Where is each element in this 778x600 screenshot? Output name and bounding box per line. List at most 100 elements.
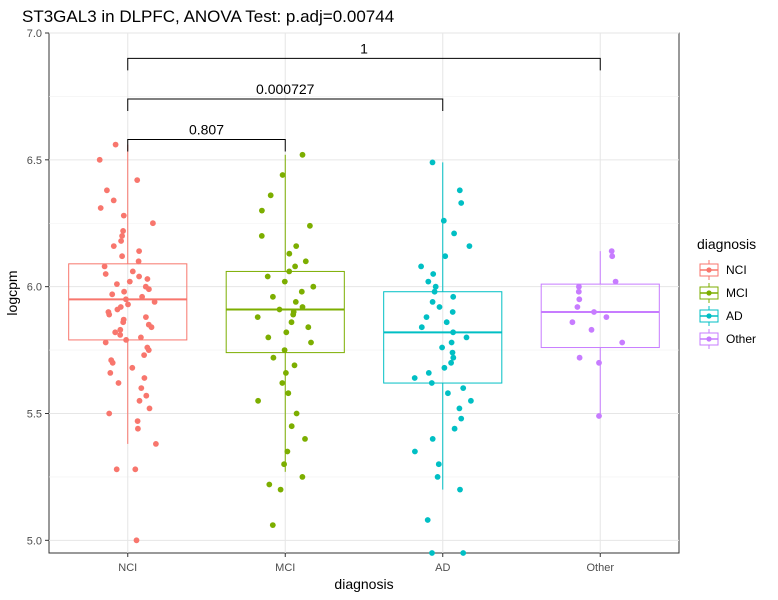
data-point-mci	[308, 339, 314, 346]
data-point-ad	[429, 159, 436, 166]
data-point-nci	[119, 233, 125, 239]
box-ad	[383, 291, 503, 384]
data-point-mci	[310, 283, 317, 290]
comparison-bracket	[127, 98, 444, 111]
data-point-nci	[125, 301, 131, 308]
comparison-bracket	[127, 139, 286, 152]
data-point-other	[588, 326, 595, 333]
data-point-ad	[441, 364, 448, 371]
data-point-nci	[136, 248, 143, 255]
data-point-mci	[302, 258, 309, 265]
y-tick-label: 6.5	[27, 155, 42, 167]
data-point-nci	[112, 141, 119, 148]
legend-key-point	[706, 290, 712, 296]
data-point-ad	[445, 390, 451, 397]
data-point-ad	[425, 370, 432, 376]
data-point-other	[619, 339, 626, 346]
data-point-nci	[146, 405, 153, 412]
data-point-ad	[448, 339, 455, 346]
comparison-brackets: 0.807 0.000727 1	[127, 40, 601, 152]
data-point-nci	[141, 375, 148, 381]
data-point-ad	[429, 550, 435, 556]
data-point-nci	[102, 271, 109, 277]
data-point-ad	[423, 314, 430, 320]
data-point-ad	[435, 461, 442, 468]
data-point-mci	[259, 207, 265, 214]
legend-label-ad: AD	[726, 309, 743, 323]
grid-lines	[49, 32, 679, 553]
data-point-nci	[120, 316, 127, 323]
data-point-mci	[291, 362, 298, 369]
data-point-ad	[451, 425, 458, 432]
data-point-nci	[126, 278, 133, 285]
data-point-mci	[302, 436, 308, 442]
data-point-ad	[458, 415, 465, 422]
data-point-ad	[429, 299, 436, 305]
comparison-pvalue: 0.807	[189, 122, 224, 138]
legend-key-point	[706, 336, 712, 342]
data-point-mci	[288, 423, 295, 430]
data-point-nci	[115, 380, 122, 386]
data-point-nci	[143, 392, 150, 399]
data-point-nci	[141, 352, 148, 358]
data-point-ad	[458, 200, 465, 206]
data-point-mci	[255, 397, 261, 404]
data-point-nci	[97, 205, 104, 211]
data-point-nci	[143, 314, 149, 320]
legend: diagnosis NCI MCI AD Other	[697, 236, 756, 350]
data-point-mci	[258, 233, 265, 239]
data-point-mci	[293, 410, 300, 417]
data-point-mci	[299, 474, 306, 480]
data-point-nci	[107, 370, 114, 376]
data-point-ad	[463, 334, 470, 341]
data-point-nci	[113, 466, 120, 473]
data-point-nci	[142, 283, 149, 290]
data-point-mci	[281, 461, 287, 468]
box-other	[540, 283, 660, 349]
data-point-nci	[105, 309, 112, 315]
data-point-ad	[460, 385, 467, 391]
data-point-mci	[299, 151, 306, 158]
data-point-nci	[109, 291, 116, 298]
data-point-nci	[101, 263, 108, 270]
data-point-mci	[283, 370, 289, 376]
data-point-nci	[117, 326, 124, 333]
data-point-ad	[460, 550, 467, 556]
data-point-mci	[254, 314, 261, 320]
legend-label-mci: MCI	[726, 286, 748, 300]
data-point-nci	[106, 410, 113, 417]
data-point-ad	[448, 359, 454, 366]
data-point-ad	[450, 293, 457, 300]
data-point-nci	[129, 268, 136, 275]
data-point-other	[569, 319, 576, 326]
data-point-mci	[288, 319, 295, 326]
y-tick-label: 5.0	[27, 535, 42, 547]
data-point-other	[608, 248, 615, 255]
x-tick-label: NCI	[118, 562, 137, 574]
data-point-mci	[264, 273, 271, 280]
y-tick-label: 5.5	[27, 408, 42, 420]
data-point-ad	[457, 486, 463, 493]
data-point-nci	[133, 537, 140, 544]
data-point-nci	[108, 357, 115, 364]
data-point-ad	[450, 329, 456, 336]
data-point-mci	[285, 390, 292, 397]
data-point-mci	[276, 306, 283, 313]
data-point-ad	[434, 474, 441, 480]
data-point-nci	[123, 337, 129, 343]
data-point-mci	[292, 299, 299, 305]
data-point-nci	[138, 334, 144, 341]
boxes	[68, 144, 660, 490]
x-tick-label: AD	[435, 562, 450, 574]
data-point-nci	[138, 385, 145, 391]
data-point-mci	[279, 172, 286, 178]
data-point-nci	[150, 220, 156, 227]
data-point-mci	[305, 324, 312, 331]
data-point-other	[576, 283, 582, 290]
data-point-nci	[121, 288, 127, 295]
data-point-ad	[430, 271, 437, 277]
data-point-ad	[451, 230, 457, 237]
data-point-ad	[450, 354, 457, 361]
legend-key-point	[706, 313, 712, 319]
